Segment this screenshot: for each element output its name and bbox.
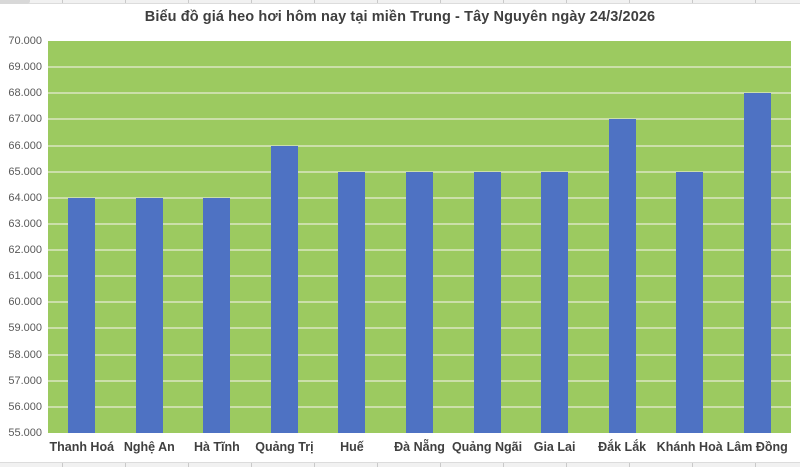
x-tick-label: Lâm Đồng xyxy=(726,440,788,454)
bar-đà-nẵng xyxy=(406,171,433,433)
y-tick-label: 61.000 xyxy=(8,270,42,283)
y-tick-label: 67.000 xyxy=(8,113,42,126)
gridline xyxy=(48,66,791,69)
bar-gia-lai xyxy=(541,171,569,433)
plot-area xyxy=(48,41,791,433)
bar-lâm-đồng xyxy=(743,93,771,433)
y-tick-label: 66.000 xyxy=(8,139,42,152)
x-tick-label: Huế xyxy=(340,440,364,454)
y-tick-label: 63.000 xyxy=(8,217,42,230)
bar-hà-tĩnh xyxy=(203,197,231,433)
gridline xyxy=(48,118,791,121)
y-tick-label: 60.000 xyxy=(8,296,42,309)
gridline xyxy=(48,144,791,147)
chart-title: Biểu đồ giá heo hơi hôm nay tại miền Tru… xyxy=(144,9,656,25)
y-tick-label: 57.000 xyxy=(8,374,42,387)
y-tick-label: 65.000 xyxy=(8,165,42,178)
y-tick-label: 64.000 xyxy=(8,191,42,204)
gridline xyxy=(48,92,791,95)
y-tick-label: 70.000 xyxy=(8,35,42,47)
bar-đắk-lắk xyxy=(608,119,636,433)
bar-nghệ-an xyxy=(135,197,163,433)
cropped-table-edge-bottom xyxy=(0,462,800,467)
x-axis: Thanh Hoá Nghệ An Hà Tĩnh Quảng Trị Huế Đà Nẵ… xyxy=(48,433,791,459)
x-tick-label: Khánh Hoà xyxy=(656,440,723,454)
bar-huế xyxy=(338,171,366,433)
y-tick-label: 59.000 xyxy=(8,322,42,335)
y-tick-label: 55.000 xyxy=(8,427,42,439)
x-tick-label: Quảng Trị xyxy=(255,440,314,454)
x-tick-label: Gia Lai xyxy=(533,440,576,454)
x-tick-label: Đà Nẵng xyxy=(394,440,445,454)
bar-quảng-trị xyxy=(270,145,298,433)
x-tick-label: Đắk Lắk xyxy=(598,440,647,454)
bar-quảng-ngãi xyxy=(473,171,501,433)
x-tick-label: Thanh Hoá xyxy=(49,440,115,454)
bar-khánh-hoà xyxy=(676,171,704,433)
x-tick-label: Quảng Ngãi xyxy=(451,440,523,454)
x-tick-label: Nghệ An xyxy=(123,440,175,454)
y-tick-label: 62.000 xyxy=(8,244,42,257)
cropped-table-edge-top xyxy=(0,0,800,4)
y-tick-label: 56.000 xyxy=(8,400,42,413)
y-tick-label: 68.000 xyxy=(8,87,42,100)
y-tick-label: 69.000 xyxy=(8,61,42,74)
y-tick-label: 58.000 xyxy=(8,348,42,361)
bar-thanh-hoá xyxy=(68,197,96,433)
cropped-table-corner xyxy=(0,0,30,4)
y-axis: 55.000 56.000 57.000 58.000 59.000 60.000 61.0… xyxy=(0,35,42,439)
x-tick-label: Hà Tĩnh xyxy=(193,440,240,454)
